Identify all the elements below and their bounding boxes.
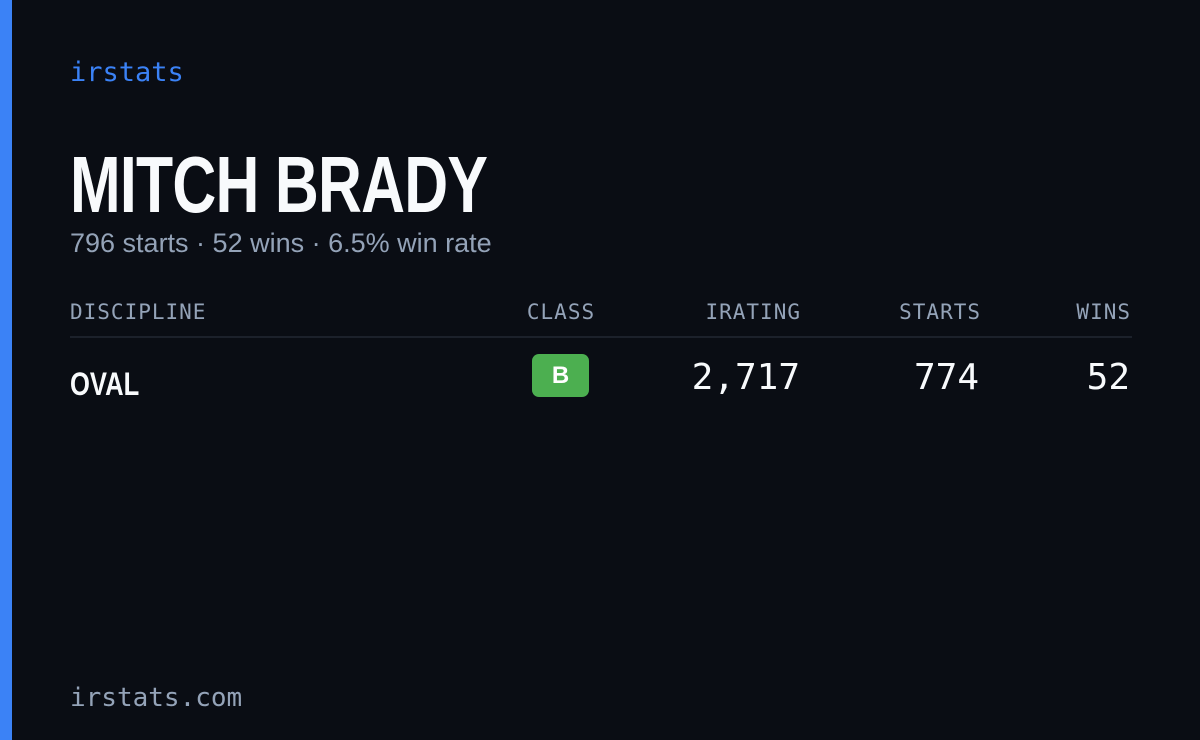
starts: 774 xyxy=(913,357,979,398)
irating: 2,717 xyxy=(691,357,800,398)
column-header: WINS xyxy=(1076,300,1131,324)
column-header: IRATING xyxy=(705,300,801,324)
column-header: CLASS xyxy=(526,300,596,324)
driver-name: MITCH BRADY xyxy=(70,140,488,229)
discipline: OVAL xyxy=(70,366,140,402)
footer-url: irstats.com xyxy=(70,683,243,713)
summary: 796 starts · 52 wins · 6.5% win rate xyxy=(70,228,492,258)
column-header: DISCIPLINE xyxy=(70,300,207,324)
class-badge: B xyxy=(532,354,589,397)
wins: 52 xyxy=(1086,357,1130,398)
brand: irstats xyxy=(70,57,184,88)
divider xyxy=(70,336,1132,338)
column-header: STARTS xyxy=(899,300,981,324)
accent-bar xyxy=(0,0,12,740)
